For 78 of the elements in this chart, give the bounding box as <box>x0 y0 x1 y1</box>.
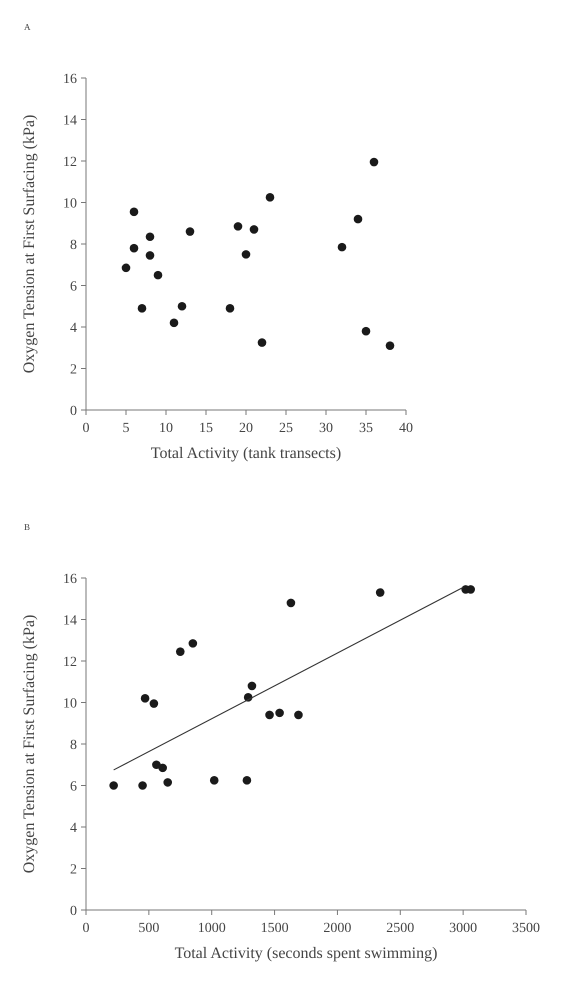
y-tick-label: 0 <box>70 404 77 419</box>
point <box>154 270 162 280</box>
x-tick-label: 2000 <box>323 921 352 936</box>
y-tick-label: 2 <box>70 862 77 878</box>
y-tick-label: 8 <box>70 238 77 253</box>
y-tick-label: 16 <box>63 72 77 87</box>
y-tick-label: 8 <box>70 738 77 753</box>
point <box>178 302 186 311</box>
point <box>275 708 284 718</box>
x-tick-label: 30 <box>319 421 333 436</box>
x-tick-label: 500 <box>138 921 160 936</box>
point <box>265 710 274 720</box>
point <box>338 242 346 252</box>
point <box>130 208 138 216</box>
x-tick-label: 5 <box>122 421 130 436</box>
point <box>362 326 370 336</box>
point <box>248 682 256 690</box>
x-tick-label: 10 <box>159 421 173 436</box>
x-tick-label: 2500 <box>386 921 414 936</box>
x-tick-label: 1000 <box>198 921 226 936</box>
point <box>250 225 258 234</box>
point <box>242 776 252 785</box>
point <box>109 781 118 790</box>
x-tick-label: 25 <box>279 421 293 436</box>
y-axis-title: Oxygen Tension at First Surfacing (kPa) <box>21 114 38 374</box>
point <box>140 694 150 703</box>
point <box>242 250 250 259</box>
x-axis-title: Total Activity (tank transects) <box>150 445 342 462</box>
x-tick-label: 1500 <box>260 921 289 936</box>
point <box>210 776 219 785</box>
x-tick-label: 0 <box>82 421 90 436</box>
point <box>286 598 296 608</box>
point <box>186 227 194 236</box>
point <box>146 232 154 242</box>
point <box>176 647 185 656</box>
point <box>386 341 394 350</box>
y-axis-title: Oxygen Tension at First Surfacing (kPa) <box>21 614 38 874</box>
point <box>370 158 378 166</box>
x-tick-label: 0 <box>82 921 90 936</box>
chart-title: A <box>24 22 31 32</box>
point <box>376 588 384 597</box>
chart-title: B <box>24 522 30 532</box>
x-tick-label: 40 <box>399 421 413 436</box>
point <box>122 264 130 272</box>
y-tick-label: 10 <box>63 696 77 712</box>
y-tick-label: 4 <box>70 320 77 336</box>
point <box>294 710 303 720</box>
x-tick-label: 35 <box>359 421 373 436</box>
x-tick-label: 3000 <box>449 921 478 936</box>
point <box>226 304 234 313</box>
point <box>188 639 198 648</box>
y-tick-label: 14 <box>63 613 77 628</box>
point <box>158 764 167 772</box>
point <box>266 193 274 202</box>
y-tick-label: 12 <box>63 154 77 170</box>
x-tick-label: 3500 <box>512 921 540 936</box>
y-tick-label: 6 <box>70 779 77 794</box>
point <box>130 244 138 252</box>
x-tick-label: 20 <box>239 421 253 436</box>
point <box>234 222 242 231</box>
y-tick-label: 10 <box>63 196 77 212</box>
y-tick-label: 14 <box>63 113 77 128</box>
point <box>138 304 146 313</box>
point <box>138 781 147 790</box>
x-axis-title: Total Activity (seconds spent swimming) <box>174 945 438 962</box>
point <box>163 778 172 787</box>
point <box>258 338 266 347</box>
x-tick-label: 15 <box>199 421 213 436</box>
point <box>146 251 154 260</box>
y-tick-label: 4 <box>70 820 77 836</box>
point <box>354 214 362 224</box>
y-tick-label: 2 <box>70 362 77 378</box>
y-tick-label: 16 <box>63 572 77 587</box>
y-tick-label: 6 <box>70 279 77 294</box>
point <box>150 699 158 708</box>
y-tick-label: 12 <box>63 654 77 670</box>
point <box>170 318 178 328</box>
y-tick-label: 0 <box>70 904 77 919</box>
